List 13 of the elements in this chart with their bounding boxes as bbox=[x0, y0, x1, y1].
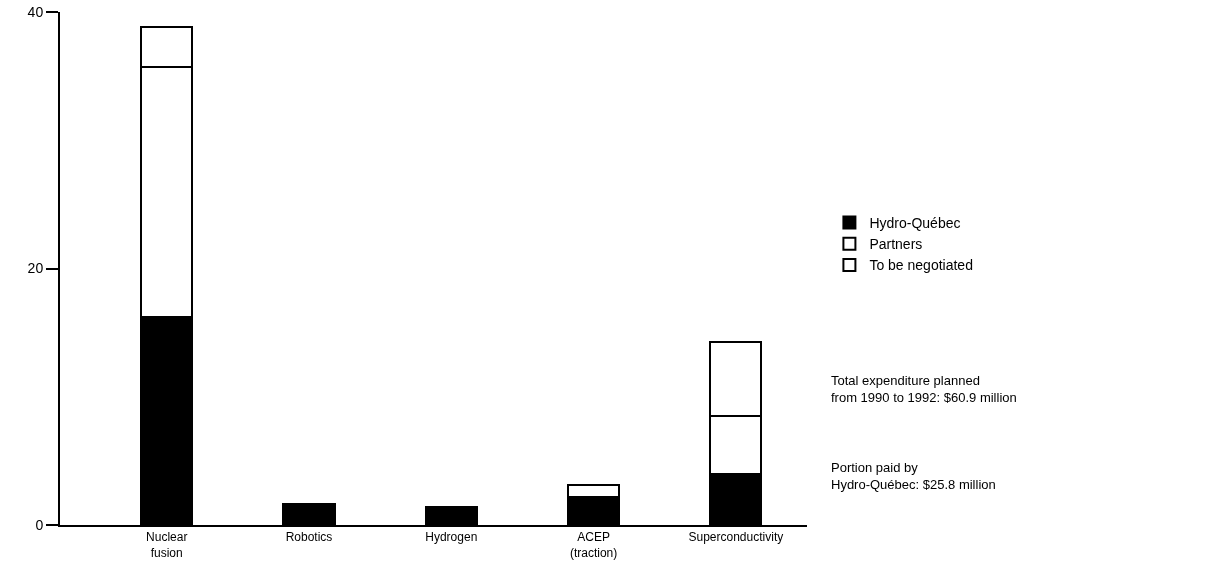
x-tick-label: Robotics bbox=[285, 530, 333, 545]
y-tick-label: 40 bbox=[27, 3, 44, 20]
legend-label: Hydro-Québec bbox=[869, 215, 961, 231]
text: Portion paid by Hydro-Québec: $25.8 million bbox=[831, 460, 996, 492]
x-tick-label: Nuclear fusion bbox=[146, 530, 188, 560]
text: Total expenditure planned from 1990 to 1992: $60.9 million bbox=[831, 373, 1017, 405]
x-tick-label: ACEP (traction) bbox=[569, 530, 618, 560]
y-tick-label: 0 bbox=[35, 516, 44, 533]
x-tick-label: Hydrogen bbox=[425, 530, 478, 545]
legend-label: Partners bbox=[869, 236, 923, 253]
legend-label: To be negotiated bbox=[869, 257, 973, 274]
y-tick-label: 20 bbox=[27, 260, 44, 277]
x-tick-label: Superconductivity bbox=[688, 530, 784, 545]
